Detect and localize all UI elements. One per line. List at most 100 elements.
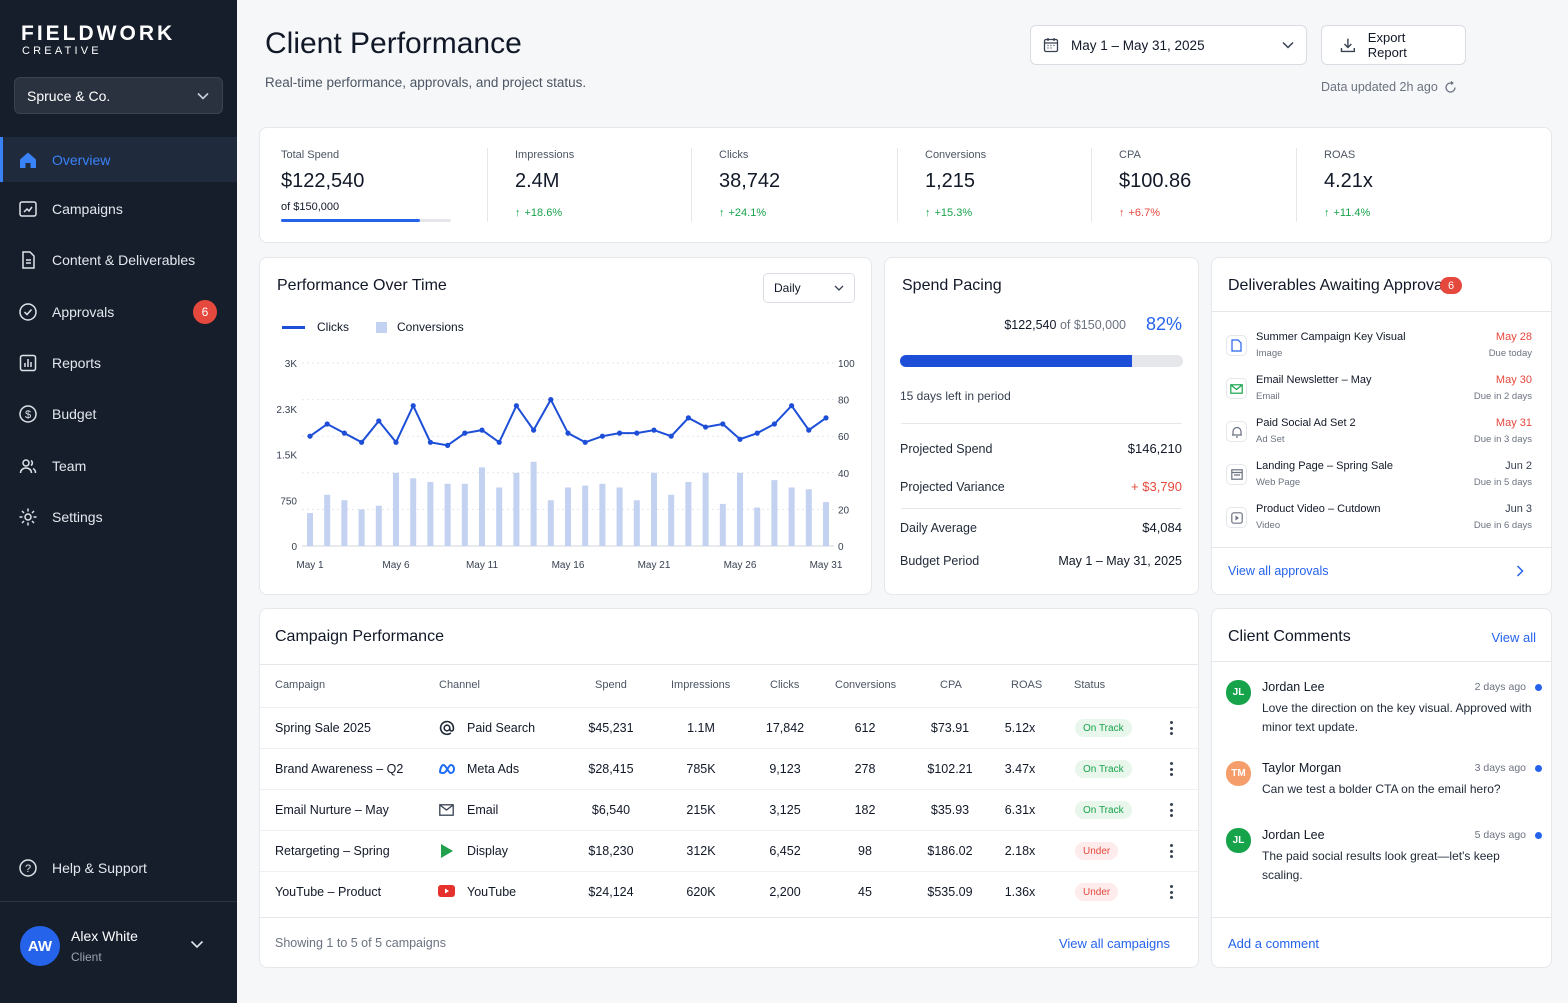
more-options-icon[interactable]	[1166, 841, 1176, 861]
help-label: Help & Support	[52, 859, 147, 876]
point-clicks	[462, 430, 468, 436]
bar-conversions	[823, 502, 829, 546]
column-header[interactable]: Conversions	[835, 679, 897, 691]
table-row[interactable]: Brand Awareness – Q2 Meta Ads $28,415 78…	[260, 748, 1198, 789]
data-updated-label: Data updated 2h ago	[1321, 80, 1438, 94]
sidebar-item-overview[interactable]: Overview	[0, 137, 237, 182]
point-clicks	[703, 424, 709, 430]
bar-conversions	[375, 505, 382, 546]
column-header[interactable]: Channel	[439, 679, 480, 691]
kpi-value: 4.21x	[1324, 170, 1373, 192]
deliverable-name: Paid Social Ad Set 2	[1256, 417, 1356, 429]
bar-conversions	[805, 489, 812, 546]
kpi-value: 38,742	[719, 170, 781, 192]
view-all-campaigns-link[interactable]: View all campaigns	[1058, 936, 1170, 951]
granularity-select[interactable]: Daily	[763, 273, 855, 303]
more-options-icon[interactable]	[1166, 759, 1176, 779]
sidebar-item-label: Budget	[52, 405, 97, 422]
campaign-cpa: $73.91	[930, 721, 970, 735]
status-badge: On Track	[1075, 801, 1132, 819]
kpi-value: $122,540	[281, 170, 365, 192]
campaign-clicks: 3,125	[769, 803, 801, 817]
table-row[interactable]: Email Nurture – May Email $6,540 215K 3,…	[260, 789, 1198, 830]
refresh-icon[interactable]	[1444, 80, 1457, 94]
column-header[interactable]: ROAS	[1011, 679, 1043, 691]
kpi-delta: ↑ +18.6%	[515, 207, 694, 219]
kpi-delta: ↑ +11.4%	[1324, 207, 1503, 219]
campaign-channel: Paid Search	[467, 721, 536, 735]
deliverable-item[interactable]: Product Video – Cutdown Video Jun 3 Due …	[1226, 503, 1532, 546]
table-row[interactable]: Retargeting – Spring Display $18,230 312…	[260, 830, 1198, 871]
campaign-impressions: 620K	[686, 885, 716, 899]
sidebar-item-content[interactable]: Content & Deliverables	[0, 237, 237, 282]
column-header[interactable]: CPA	[940, 679, 962, 691]
page-title: Client Performance	[265, 27, 522, 60]
x-tick: May 11	[466, 560, 498, 571]
calendar-icon	[1043, 38, 1059, 53]
x-tick: May 1	[296, 560, 324, 571]
campaign-name: Retargeting – Spring	[275, 844, 390, 858]
chevron-right-icon[interactable]	[1516, 565, 1524, 577]
column-header[interactable]: Clicks	[770, 679, 800, 691]
column-header[interactable]: Impressions	[671, 679, 731, 691]
campaign-clicks: 2,200	[769, 885, 801, 899]
bar-chart-icon	[18, 353, 38, 373]
pacing-row-label: Projected Spend	[900, 442, 993, 456]
campaign-impressions: 1.1M	[687, 721, 715, 735]
point-clicks	[341, 430, 347, 436]
divider	[1212, 917, 1551, 918]
client-select[interactable]: Spruce & Co.	[14, 77, 223, 114]
help-support-link[interactable]: ? Help & Support	[0, 845, 237, 890]
pacing-row-label: Projected Variance	[900, 480, 1005, 494]
sidebar-item-label: Content & Deliverables	[52, 251, 196, 268]
sidebar-item-approvals[interactable]: Approvals 6	[0, 289, 237, 334]
bar-conversions	[461, 483, 468, 546]
add-comment-link[interactable]: Add a comment	[1228, 936, 1320, 951]
avatar: JL	[1226, 680, 1251, 705]
sidebar-item-reports[interactable]: Reports	[0, 340, 237, 385]
kpi-budget-total: of $150,000	[281, 201, 340, 213]
pacing-progress-fill	[900, 355, 1133, 367]
bar-conversions	[668, 494, 675, 546]
user-menu[interactable]: AW Alex White Client	[0, 901, 237, 1003]
table-row[interactable]: YouTube – Product YouTube $24,124 620K 2…	[260, 871, 1198, 912]
pacing-row-value: May 1 – May 31, 2025	[1058, 554, 1182, 568]
status-badge: Under	[1075, 883, 1119, 901]
pacing-days-left: 15 days left in period	[900, 389, 1011, 403]
pacing-progress-track	[900, 355, 1183, 367]
point-clicks	[617, 430, 623, 436]
column-header[interactable]: Spend	[595, 679, 627, 691]
table-row[interactable]: Spring Sale 2025 Paid Search $45,231 1.1…	[260, 707, 1198, 748]
comment-author: Jordan Lee	[1262, 828, 1325, 842]
svg-text:?: ?	[25, 863, 31, 875]
point-clicks	[599, 433, 605, 439]
deliverable-item[interactable]: Summer Campaign Key Visual Image May 28 …	[1226, 331, 1532, 374]
campaign-conversions: 612	[854, 721, 876, 735]
kpi-label: Clicks	[719, 149, 749, 161]
more-options-icon[interactable]	[1166, 800, 1176, 820]
legend-bar-swatch	[376, 321, 387, 333]
view-all-approvals-link[interactable]: View all approvals	[1228, 564, 1329, 578]
pacing-row-value: + $3,790	[1131, 479, 1182, 494]
deliverable-item[interactable]: Landing Page – Spring Sale Web Page Jun …	[1226, 460, 1532, 503]
deliverable-item[interactable]: Paid Social Ad Set 2 Ad Set May 31 Due i…	[1226, 417, 1532, 460]
more-options-icon[interactable]	[1166, 882, 1176, 902]
sidebar-item-budget[interactable]: $ Budget	[0, 391, 237, 436]
performance-chart: 0 20 40 60 80 100 0 750 1.5K 2.3K 3K May 1 May 6 May …	[276, 359, 855, 571]
sidebar-item-campaigns[interactable]: Campaigns	[0, 186, 237, 231]
view-all-comments-link[interactable]: View all	[1491, 630, 1536, 645]
sidebar-item-team[interactable]: Team	[0, 443, 237, 488]
point-clicks	[307, 433, 313, 439]
spend-pacing-card: Spend Pacing $122,540 of $150,000 82% 15…	[884, 257, 1199, 595]
export-report-button[interactable]: Export Report	[1321, 25, 1466, 65]
deliverable-item[interactable]: Email Newsletter – May Email May 30 Due …	[1226, 374, 1532, 417]
more-options-icon[interactable]	[1166, 718, 1176, 738]
sidebar-item-settings[interactable]: Settings	[0, 494, 237, 539]
user-name: Alex White	[71, 928, 138, 944]
bar-conversions	[788, 487, 795, 546]
bar-conversions	[547, 500, 554, 546]
deliverables-count-badge: 6	[1440, 277, 1462, 294]
column-header[interactable]: Campaign	[275, 679, 326, 691]
date-range-picker[interactable]: May 1 – May 31, 2025	[1030, 25, 1307, 65]
column-header[interactable]: Status	[1074, 679, 1106, 691]
